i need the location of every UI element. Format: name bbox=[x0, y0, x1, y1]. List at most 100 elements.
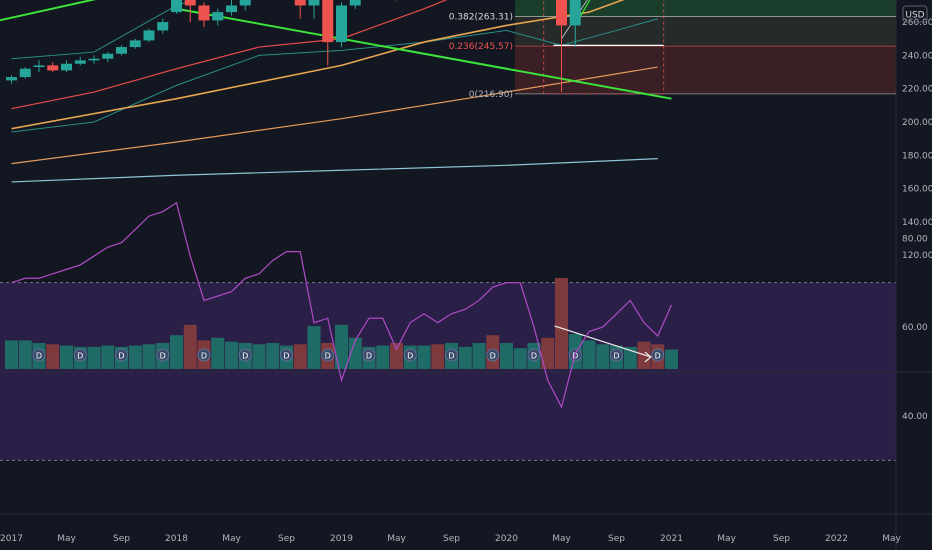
time-axis-tick: 2022 bbox=[825, 534, 848, 544]
candle-body bbox=[102, 53, 114, 59]
dividend-marker-circle bbox=[610, 348, 623, 362]
candle-body bbox=[19, 68, 31, 78]
volume-trend-arrow bbox=[554, 325, 652, 358]
candle-body bbox=[33, 65, 45, 68]
volume-bar bbox=[582, 340, 596, 369]
time-axis-tick: Sep bbox=[113, 534, 130, 544]
fib-level-label: 0(216.90) bbox=[469, 90, 513, 100]
candle-body bbox=[336, 5, 347, 43]
price-axis-tick: 160.00 bbox=[902, 185, 932, 195]
dividend-marker: D bbox=[73, 348, 87, 362]
time-axis-tick: Sep bbox=[773, 534, 790, 544]
candle-body bbox=[129, 40, 141, 48]
volume-bar bbox=[390, 343, 403, 369]
price-axis-tick: 180.00 bbox=[902, 151, 932, 161]
dividend-marker: D bbox=[156, 348, 170, 362]
rsi-line bbox=[11, 201, 673, 409]
price-axis-tick: 140.00 bbox=[902, 218, 932, 228]
candle-body bbox=[6, 77, 17, 81]
dividend-marker: D bbox=[32, 348, 46, 362]
dividend-marker-circle bbox=[527, 348, 541, 362]
candle bbox=[556, 0, 567, 93]
volume-bar bbox=[5, 340, 18, 369]
candle bbox=[212, 8, 224, 26]
candle bbox=[569, 0, 581, 48]
candle-body bbox=[116, 47, 127, 54]
volume-bar bbox=[555, 278, 568, 369]
dividend-marker: D bbox=[280, 348, 293, 362]
dividend-marker-circle bbox=[280, 348, 293, 362]
volume-bar bbox=[60, 345, 73, 369]
currency-badge: USD bbox=[902, 5, 928, 23]
volume-bar bbox=[252, 344, 266, 369]
volume-bar bbox=[596, 344, 610, 369]
drawdown-box bbox=[543, 0, 665, 95]
volume-bar bbox=[101, 345, 115, 369]
candle-body bbox=[157, 22, 169, 31]
time-axis-tick: 2020 bbox=[495, 534, 518, 544]
currency-label: USD bbox=[905, 11, 924, 21]
dividend-marker-circle bbox=[156, 348, 170, 362]
price-axis-tick: 240.00 bbox=[902, 51, 932, 61]
volume-bar bbox=[46, 344, 60, 369]
dividend-marker: D bbox=[197, 348, 211, 362]
candle bbox=[6, 75, 17, 84]
dividend-marker: D bbox=[486, 348, 500, 362]
bollinger-upper bbox=[11, 0, 196, 60]
time-axis-tick: Sep bbox=[278, 534, 295, 544]
volume-arrow-head bbox=[644, 351, 652, 363]
candle bbox=[322, 0, 334, 66]
dividend-marker-label: D bbox=[283, 352, 289, 361]
ma-line-ma_mid bbox=[11, 0, 625, 130]
price-axis-tick: 200.00 bbox=[902, 118, 932, 128]
price-axis-tick: 220.00 bbox=[902, 85, 932, 95]
ma-line-ma_very_long bbox=[11, 158, 658, 183]
candle bbox=[157, 18, 169, 34]
dividend-marker-label: D bbox=[407, 352, 413, 361]
candle bbox=[129, 38, 141, 49]
volume-bar bbox=[293, 344, 307, 369]
volume-bar bbox=[431, 344, 445, 369]
price-axis-tick: 260.00 bbox=[902, 18, 932, 28]
volume-bar bbox=[18, 340, 32, 369]
dividend-marker-label: D bbox=[36, 352, 42, 361]
candle-body bbox=[308, 0, 320, 6]
fib-zone-band-6 bbox=[515, 46, 896, 94]
volume-bar bbox=[170, 335, 183, 369]
time-axis-tick: May bbox=[57, 534, 76, 544]
dividend-marker-circle bbox=[32, 348, 46, 362]
candle-body bbox=[184, 0, 196, 6]
dividend-marker: D bbox=[238, 348, 252, 362]
dividend-marker-label: D bbox=[613, 352, 619, 361]
candle-body bbox=[322, 0, 334, 43]
dividend-marker-circle bbox=[362, 348, 376, 362]
candle bbox=[33, 60, 45, 73]
time-axis-tick: 2019 bbox=[330, 534, 353, 544]
time-axis-tick: 2017 bbox=[0, 534, 23, 544]
dividend-marker-circle bbox=[403, 348, 417, 362]
candle-body bbox=[171, 0, 182, 13]
dividend-marker-label: D bbox=[325, 352, 331, 361]
candle-body bbox=[61, 63, 72, 71]
rsi-axis-tick: 60.00 bbox=[902, 323, 928, 333]
candle bbox=[184, 0, 196, 23]
candle-body bbox=[239, 0, 251, 6]
dividend-marker-circle bbox=[238, 348, 252, 362]
dividend-marker-label: D bbox=[655, 352, 661, 361]
dividend-marker-label: D bbox=[490, 352, 496, 361]
volume-bar bbox=[87, 346, 101, 369]
volume-bar bbox=[225, 341, 238, 369]
candle-body bbox=[294, 0, 306, 6]
volume-bar bbox=[417, 345, 431, 369]
candle bbox=[308, 0, 320, 19]
volume-bar bbox=[128, 345, 142, 369]
volume-bar bbox=[500, 343, 513, 369]
candle-body bbox=[569, 0, 581, 26]
dividend-marker-label: D bbox=[77, 352, 83, 361]
dividend-marker-circle bbox=[73, 348, 87, 362]
candle bbox=[19, 67, 31, 79]
candle-body bbox=[47, 65, 59, 71]
rsi-axis-tick: 40.00 bbox=[902, 412, 928, 422]
